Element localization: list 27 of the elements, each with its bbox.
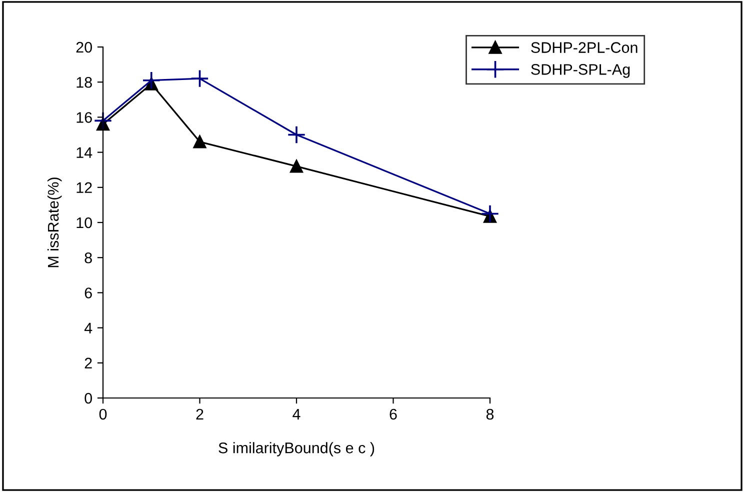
y-tick-label: 12 — [76, 182, 92, 193]
y-axis-title: M issRate(%) — [47, 178, 62, 268]
y-tick-label: 8 — [84, 252, 92, 264]
y-tick-label: 10 — [76, 217, 92, 228]
x-tick-label: 6 — [390, 408, 397, 420]
x-tick-label: 0 — [99, 408, 107, 420]
x-tick-label: 2 — [196, 408, 204, 420]
y-tick-label: 20 — [76, 42, 92, 53]
y-tick-label: 6 — [84, 288, 92, 298]
point — [193, 135, 206, 148]
x-axis-title: S imilarityBound(s e c ) — [218, 442, 374, 456]
y-tick-label: 16 — [76, 112, 92, 123]
point — [290, 160, 303, 173]
y-tick-label: 14 — [76, 147, 92, 158]
point — [142, 71, 161, 90]
y-tick-label: 4 — [84, 322, 92, 334]
y-tick-label: 18 — [76, 76, 92, 88]
legend-label: SDHP-SPL-Ag — [531, 64, 630, 78]
point — [480, 204, 500, 223]
point — [94, 111, 112, 130]
x-tick-label: 8 — [486, 408, 494, 420]
y-tick-label: 2 — [84, 358, 92, 368]
point — [190, 69, 209, 88]
x-tick-label: 4 — [292, 408, 300, 420]
legend-label: SDHP-2PL-Con — [531, 42, 638, 53]
y-tick-label: 0 — [84, 392, 92, 404]
point — [287, 126, 306, 144]
